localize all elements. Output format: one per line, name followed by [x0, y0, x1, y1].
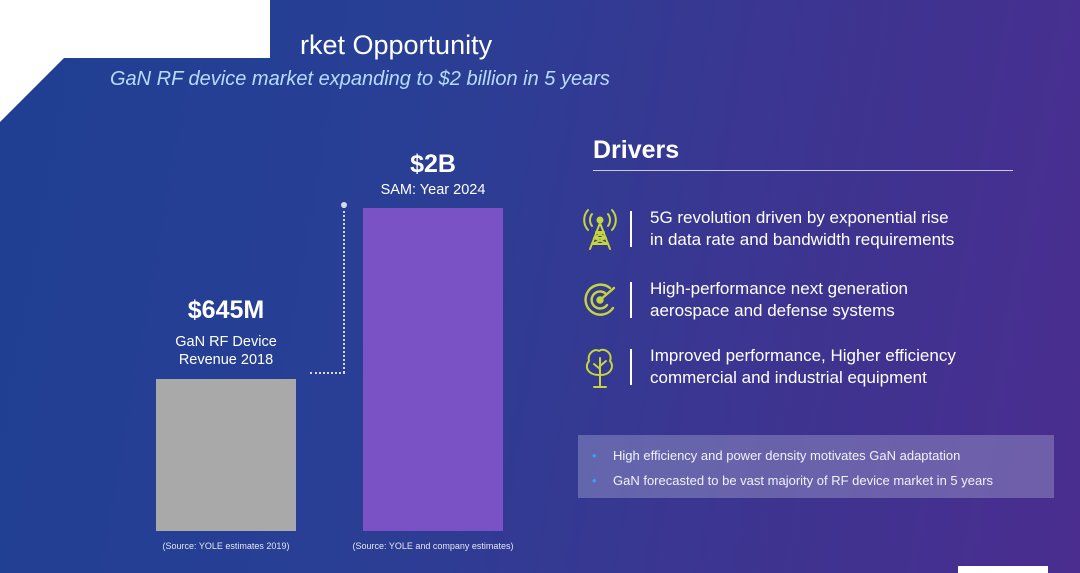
summary-bullet-1: • High efficiency and power density moti… [592, 448, 961, 463]
driver-line: in data rate and bandwidth requirements [650, 230, 955, 249]
summary-box: • High efficiency and power density moti… [578, 435, 1054, 498]
driver-text-industrial: Improved performance, Higher efficiency … [650, 345, 956, 389]
driver-separator [630, 349, 632, 385]
slide-title: rket Opportunity [300, 30, 493, 60]
bar-2024 [363, 208, 503, 531]
driver-line: commercial and industrial equipment [650, 368, 927, 387]
driver-item-aerospace: High-performance next generation aerospa… [580, 278, 1060, 328]
connector-dot [341, 202, 347, 208]
summary-text: GaN forecasted to be vast majority of RF… [613, 473, 994, 488]
connector-vertical [343, 206, 345, 373]
corner-tab [0, 0, 125, 4]
summary-text: High efficiency and power density motiva… [613, 448, 961, 463]
bullet-icon: • [592, 448, 597, 463]
corner-logo-area [0, 0, 270, 58]
connector-horizontal [310, 372, 345, 374]
summary-bullet-2: • GaN forecasted to be vast majority of … [592, 473, 994, 488]
corner-triangle [0, 58, 64, 122]
tree-icon [585, 348, 613, 388]
cell-tower-icon [583, 209, 617, 250]
bar-2018-source: (Source: YOLE estimates 2019) [162, 541, 290, 551]
bar-2024-caption: SAM: Year 2024 [380, 182, 486, 198]
driver-line: aerospace and defense systems [650, 301, 895, 320]
drivers-heading: Drivers [593, 136, 680, 164]
bar-2018-caption-1: GaN RF Device [175, 334, 277, 350]
bar-2024-source: (Source: YOLE and company estimates) [352, 541, 514, 551]
driver-line: Improved performance, Higher efficiency [650, 346, 956, 365]
radar-icon [584, 283, 616, 316]
driver-text-5g: 5G revolution driven by exponential rise… [650, 207, 954, 251]
driver-separator [630, 211, 632, 247]
footer-logo-mark [958, 566, 1048, 573]
bar-2024-value: $2B [410, 150, 456, 178]
driver-separator [630, 282, 632, 318]
bullet-icon: • [592, 473, 597, 488]
bar-2018 [156, 379, 296, 531]
bar-2018-value: $645M [187, 296, 265, 324]
driver-item-5g: 5G revolution driven by exponential rise… [580, 207, 1060, 257]
driver-text-aerospace: High-performance next generation aerospa… [650, 278, 908, 322]
driver-line: High-performance next generation [650, 279, 908, 298]
drivers-divider [593, 170, 1013, 171]
slide-subtitle: GaN RF device market expanding to $2 bil… [110, 68, 610, 90]
bar-2018-caption-2: Revenue 2018 [178, 352, 274, 368]
driver-item-industrial: Improved performance, Higher efficiency … [580, 345, 1060, 395]
driver-line: 5G revolution driven by exponential rise [650, 208, 949, 227]
